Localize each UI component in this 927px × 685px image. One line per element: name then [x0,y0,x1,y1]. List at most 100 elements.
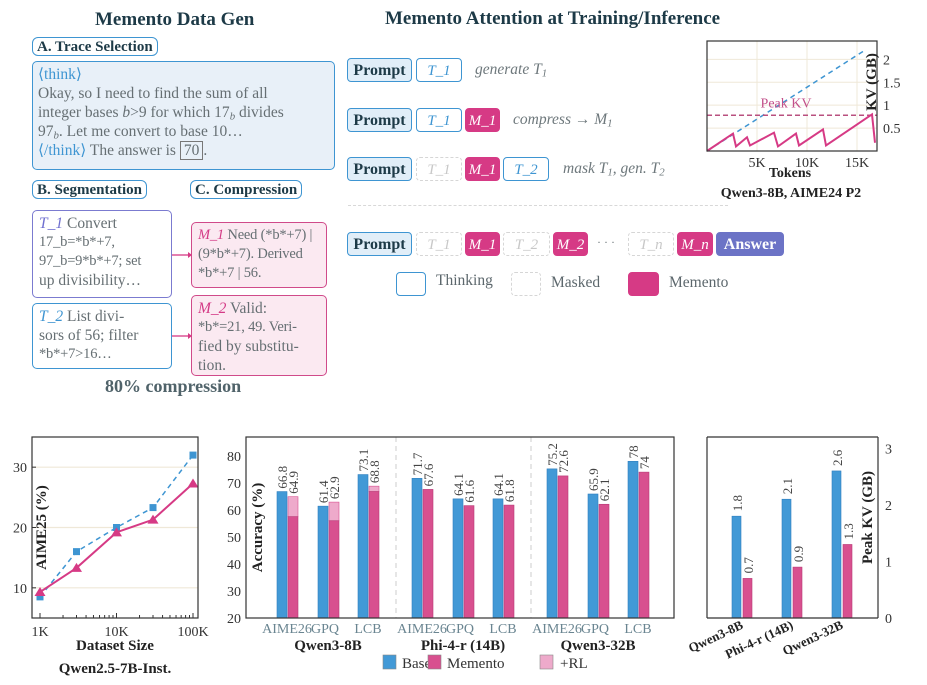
memento-bar [598,503,610,619]
masked-token: T_2 [503,232,550,256]
base-bar [731,515,742,619]
prompt-token: Prompt [347,157,412,181]
masked-token: T_1 [416,157,462,181]
prompt-token: Prompt [347,232,412,256]
legend-swatch [427,654,442,670]
segment-line: 97_b=9*b*+7; set [39,253,142,269]
base-bar [276,491,288,619]
trace-selection-label: A. Trace Selection [32,37,158,56]
y-tick-label: 1 [883,99,890,114]
y-tick-label: 1.5 [883,76,901,91]
base-point [189,451,197,459]
think-open-tag: ⟨think⟩ [38,66,82,83]
step-note: compress → M1 [513,111,613,130]
segment-line: sors of 56; filter [39,327,139,344]
value-label: 64.1 [491,473,506,496]
legend-masked: Masked [551,274,601,291]
memento-bar [463,505,475,619]
memento-m2: M_2 Valid: *b*=21, 49. Veri- fied by sub… [191,295,327,376]
memento-bar [368,491,380,619]
memento-line: fied by substitu- [198,338,299,355]
memento-point [147,514,159,524]
base-bar [831,470,842,619]
base-bar [781,498,792,619]
group-label: Phi-4-r (14B) [421,638,505,654]
memento-line: tion. [198,357,226,374]
segment-line: up divisibility… [39,272,142,289]
value-label: 65.9 [586,468,601,491]
y-tick-label: 40 [227,558,241,573]
memento-line: Need (*b*+7) | [227,227,313,243]
base-point [36,593,44,601]
trace-line: integer bases b>9 for which 17b divides [38,104,284,123]
base-bar [357,474,369,619]
base-bar [452,498,464,619]
ellipsis: · · · [597,235,615,249]
x-axis-label: Tokens [769,166,812,181]
y-tick-label: 2 [885,499,892,514]
memento-bar [842,544,853,619]
category-label: LCB [354,622,381,637]
arrowhead-icon [188,252,192,258]
memento-tag: M_1 [198,227,224,243]
plot-frame [245,436,675,619]
legend-swatch [539,654,554,670]
x-tick-label: 5K [748,156,765,171]
value-label: 62.9 [327,476,342,499]
memento-line: *b*=21, 49. Veri- [198,319,297,335]
y-tick-label: 50 [227,531,241,546]
segment-t2: T_2 List divi- sors of 56; filter *b*+7>… [32,303,172,369]
category-label: LCB [489,622,516,637]
y-axis-label: KV (GB) [864,53,880,111]
think-close-tag: ⟨/think⟩ [38,142,87,159]
value-label: 61.8 [502,479,517,502]
memento-token: M_1 [465,232,500,256]
thinking-token: T_1 [416,58,462,82]
y-tick-label: 1 [885,555,892,570]
y-tick-label: 30 [13,461,27,476]
base-bar [627,461,639,619]
memento-bar [503,504,515,619]
base-point [72,548,80,556]
legend-label: Base [402,656,432,672]
y-tick-label: 80 [227,450,241,465]
rl-bar [368,485,380,492]
value-label: 1.3 [841,523,856,539]
memento-bar [328,520,340,619]
compression-arrows [172,252,192,339]
boxed-answer: 70 [179,141,204,160]
memento-point [34,587,46,597]
y-tick-label: 10 [13,582,27,597]
y-tick-label: 60 [227,504,241,519]
legend-memento: Memento [669,274,729,291]
value-label: 61.4 [316,480,331,503]
group-label: Qwen3-32B [561,638,636,654]
x-tick-label: 100K [177,625,208,640]
step-note: generate T1 [475,61,548,80]
memento-point [70,562,82,572]
chart-caption: Qwen3-8B, AIME24 P2 [721,186,861,201]
category-label: AIME26 [397,622,447,637]
value-label: 2.1 [780,478,795,494]
y-tick-label: 3 [885,442,892,457]
x-tick-label: 15K [845,156,869,171]
value-label: 72.6 [556,450,571,473]
answer-suffix: . [203,142,208,159]
rl-bar [287,496,299,517]
compression-label: C. Compression [190,180,303,199]
value-label: 0.7 [741,557,756,574]
base-bar [546,468,558,619]
compression-ratio: 80% compression [105,376,242,396]
trace-line: Okay, so I need to find the sum of all [38,85,268,102]
legend-swatch [382,654,397,670]
memento-line: *b*+7 | 56. [198,265,262,281]
value-label: 68.8 [367,460,382,483]
attention-title: Memento Attention at Training/Inference [385,8,721,29]
category-label: GPQ [581,622,609,637]
plot-frame [706,40,878,152]
value-label: 73.1 [356,449,371,472]
memento-token: M_1 [465,108,500,132]
prompt-token: Prompt [347,58,412,82]
category-label: AIME26 [532,622,582,637]
value-label: 78 [626,445,641,458]
